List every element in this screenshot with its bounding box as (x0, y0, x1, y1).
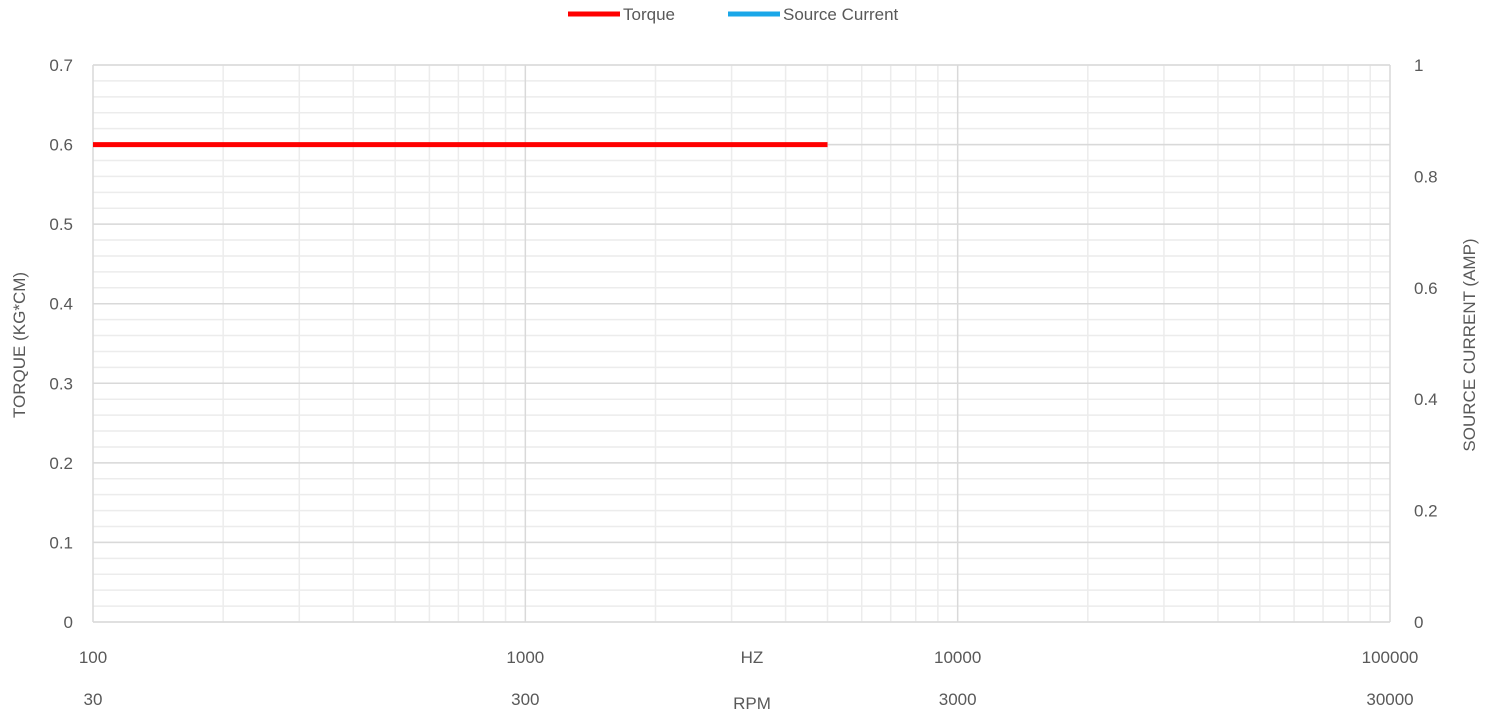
x-secondary-tick-label: 30000 (1366, 690, 1413, 709)
y-tick-label: 0.4 (49, 295, 73, 314)
y-tick-label: 0.2 (49, 454, 73, 473)
x-secondary-tick-label: 30 (84, 690, 103, 709)
y-tick-label: 0.5 (49, 215, 73, 234)
x-axis-title: HZ (741, 648, 764, 667)
y-axis-secondary-title: SOURCE CURRENT (AMP) (1460, 238, 1479, 451)
x-axis-ticks: 100 1000 10000 100000 (79, 648, 1419, 667)
x-secondary-tick-label: 3000 (939, 690, 977, 709)
right-axis-ticks: 0 0.2 0.4 0.6 0.8 1 (1414, 56, 1438, 632)
y-secondary-tick-label: 0.6 (1414, 279, 1438, 298)
x-secondary-tick-label: 300 (511, 690, 539, 709)
x-tick-label: 1000 (506, 648, 544, 667)
y-secondary-tick-label: 0.4 (1414, 390, 1438, 409)
y-tick-label: 0.6 (49, 136, 73, 155)
y-tick-label: 0 (64, 613, 73, 632)
minor-gridlines (93, 64, 1390, 623)
x-tick-label: 10000 (934, 648, 981, 667)
y-tick-label: 0.3 (49, 374, 73, 393)
x-tick-label: 100000 (1362, 648, 1419, 667)
y-secondary-tick-label: 0.8 (1414, 167, 1438, 186)
left-axis-ticks: 0 0.1 0.2 0.3 0.4 0.5 0.6 0.7 (49, 56, 73, 632)
legend-label-torque: Torque (623, 5, 675, 24)
legend-item-torque: Torque (568, 5, 675, 24)
major-gridlines (92, 64, 1391, 623)
y-axis-title: TORQUE (KG*CM) (10, 272, 29, 418)
x-tick-label: 100 (79, 648, 107, 667)
y-tick-label: 0.7 (49, 56, 73, 75)
y-secondary-tick-label: 0 (1414, 613, 1423, 632)
y-tick-label: 0.1 (49, 533, 73, 552)
legend-item-source-current: Source Current (728, 5, 899, 24)
x-axis-secondary-title: RPM (733, 694, 771, 713)
y-secondary-tick-label: 0.2 (1414, 502, 1438, 521)
x-axis-secondary-ticks: 30 300 3000 30000 (84, 690, 1414, 709)
legend-label-source-current: Source Current (783, 5, 899, 24)
legend: Torque Source Current (568, 5, 899, 24)
y-secondary-tick-label: 1 (1414, 56, 1423, 75)
